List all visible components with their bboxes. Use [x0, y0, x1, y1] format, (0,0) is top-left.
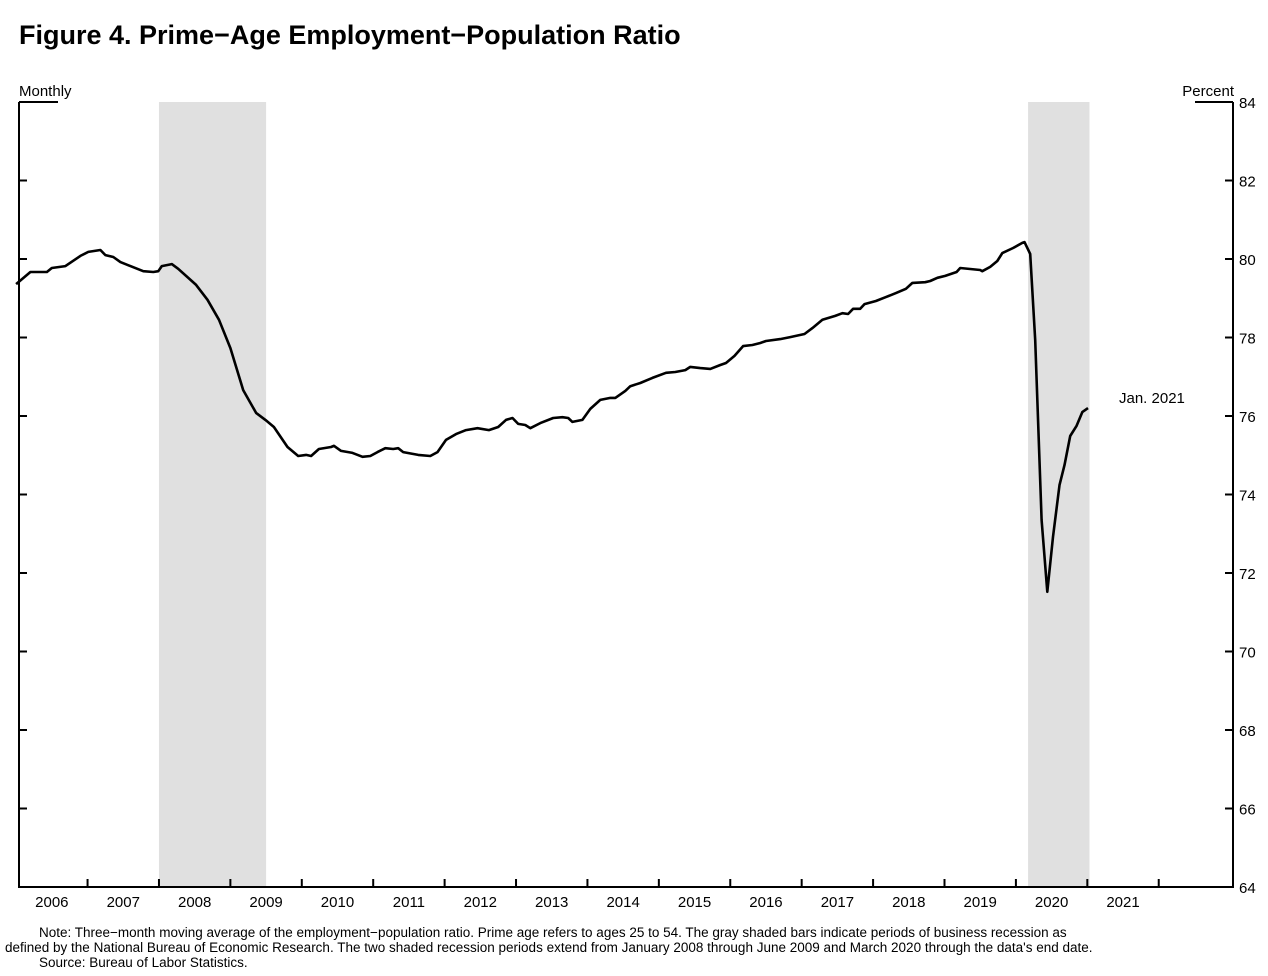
x-tick-label: 2015	[678, 894, 711, 911]
note-line-1: Note: Three−month moving average of the …	[39, 925, 1067, 940]
x-tick-label: 2007	[107, 894, 140, 911]
left-axis-label: Monthly	[19, 83, 72, 100]
y-tick-label: 74	[1239, 488, 1256, 505]
x-tick-label: 2012	[464, 894, 497, 911]
y-tick-label: 64	[1239, 880, 1256, 897]
y-tick-label: 66	[1239, 802, 1256, 819]
y-tick-label: 76	[1239, 409, 1256, 426]
x-tick-label: 2021	[1106, 894, 1139, 911]
y-tick-label: 70	[1239, 645, 1256, 662]
x-tick-label: 2017	[821, 894, 854, 911]
x-tick-label: 2013	[535, 894, 568, 911]
right-axis-label: Percent	[1182, 83, 1235, 100]
y-tick-label: 82	[1239, 174, 1256, 191]
x-tick-label: 2011	[393, 894, 425, 911]
x-tick-label: 2016	[749, 894, 782, 911]
chart-note: Note: Three−month moving average of the …	[5, 925, 1259, 970]
recession-shade	[158, 102, 267, 887]
x-tick-label: 2014	[606, 894, 639, 911]
series-line	[15, 240, 1089, 594]
x-tick-label: 2020	[1035, 894, 1068, 911]
y-tick-label: 84	[1239, 95, 1256, 112]
x-tick-label: 2010	[321, 894, 354, 911]
note-line-2: defined by the National Bureau of Econom…	[5, 940, 1093, 955]
x-tick-label: 2006	[35, 894, 68, 911]
y-tick-label: 80	[1239, 252, 1256, 269]
y-tick-label: 78	[1239, 331, 1256, 348]
x-tick-label: 2018	[892, 894, 925, 911]
x-tick-label: 2009	[249, 894, 282, 911]
y-tick-label: 72	[1239, 566, 1256, 583]
chart-title: Figure 4. Prime−Age Employment−Populatio…	[19, 20, 681, 50]
x-tick-label: 2008	[178, 894, 211, 911]
source-line: Source: Bureau of Labor Statistics.	[39, 955, 248, 970]
y-tick-label: 68	[1239, 723, 1256, 740]
x-tick-label: 2019	[964, 894, 997, 911]
end-point-annotation: Jan. 2021	[1119, 390, 1185, 407]
